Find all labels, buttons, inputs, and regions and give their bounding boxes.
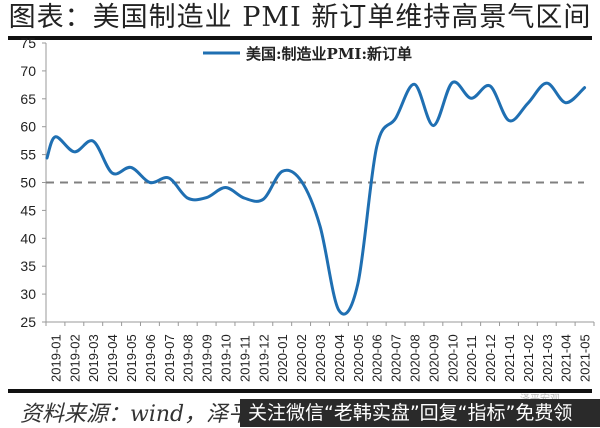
x-tick-label: 2021-03 — [540, 334, 555, 382]
x-tick-label: 2019-07 — [162, 334, 177, 382]
x-tick-label: 2020-01 — [275, 334, 290, 382]
x-tick-label: 2020-10 — [445, 334, 460, 382]
x-tick-label: 2020-11 — [464, 335, 479, 382]
y-tick-label: 25 — [20, 314, 36, 330]
x-tick-label: 2020-05 — [351, 334, 366, 382]
y-tick-label: 65 — [20, 91, 36, 107]
series-line-new-orders — [45, 80, 587, 316]
x-tick-label: 2019-10 — [219, 334, 234, 382]
x-tick-label: 2019-12 — [256, 334, 271, 382]
y-tick-label: 75 — [20, 35, 36, 51]
x-tick-label: 2020-03 — [313, 334, 328, 382]
x-axis: 2019-01 2019-02 2019-03 2019-04 2019-05 2019-… — [45, 321, 595, 382]
x-tick-label: 2021-05 — [578, 334, 593, 382]
y-tick-label: 50 — [20, 175, 36, 191]
y-tick-label: 55 — [20, 147, 36, 163]
y-tick-label: 35 — [20, 258, 36, 274]
x-tick-label: 2021-02 — [521, 334, 536, 382]
top-rule-divider — [8, 36, 592, 40]
x-tick-label: 2019-09 — [200, 334, 215, 382]
x-tick-label: 2021-04 — [559, 334, 574, 382]
y-tick-label: 70 — [20, 63, 36, 79]
x-tick-label: 2019-04 — [105, 334, 120, 382]
y-tick-label: 45 — [20, 202, 36, 218]
x-tick-label: 2019-08 — [181, 334, 196, 382]
chart-title: 图表：美国制造业 PMI 新订单维持高景气区间 — [8, 2, 592, 33]
x-tick-label: 2020-08 — [407, 334, 422, 382]
legend-label: 美国:制造业PMI:新订单 — [246, 45, 412, 63]
legend: 美国:制造业PMI:新订单 — [203, 45, 412, 63]
x-tick-label: 2019-02 — [67, 334, 82, 382]
y-tick-label: 40 — [20, 230, 36, 246]
x-tick-label: 2019-11 — [237, 335, 252, 382]
y-tick-label: 30 — [20, 286, 36, 302]
y-tick-label: 60 — [20, 119, 36, 135]
y-axis: 25 30 35 40 45 50 55 60 65 70 75 — [20, 35, 47, 330]
x-tick-label: 2020-04 — [332, 334, 347, 382]
x-tick-label: 2019-06 — [143, 334, 158, 382]
x-tick-label: 2020-07 — [389, 334, 404, 382]
x-tick-label: 2020-02 — [294, 334, 309, 382]
x-tick-label: 2019-01 — [48, 334, 63, 382]
promo-banner[interactable]: 关注微信“老韩实盘”回复“指标”免费领 — [240, 399, 600, 427]
x-tick-label: 2020-09 — [426, 334, 441, 382]
bottom-rule-divider — [8, 389, 592, 393]
x-tick-label: 2019-03 — [86, 334, 101, 382]
x-tick-label: 2020-12 — [483, 334, 498, 382]
x-tick-label: 2019-05 — [124, 334, 139, 382]
x-tick-label: 2020-06 — [370, 334, 385, 382]
x-tick-label: 2021-01 — [502, 334, 517, 382]
